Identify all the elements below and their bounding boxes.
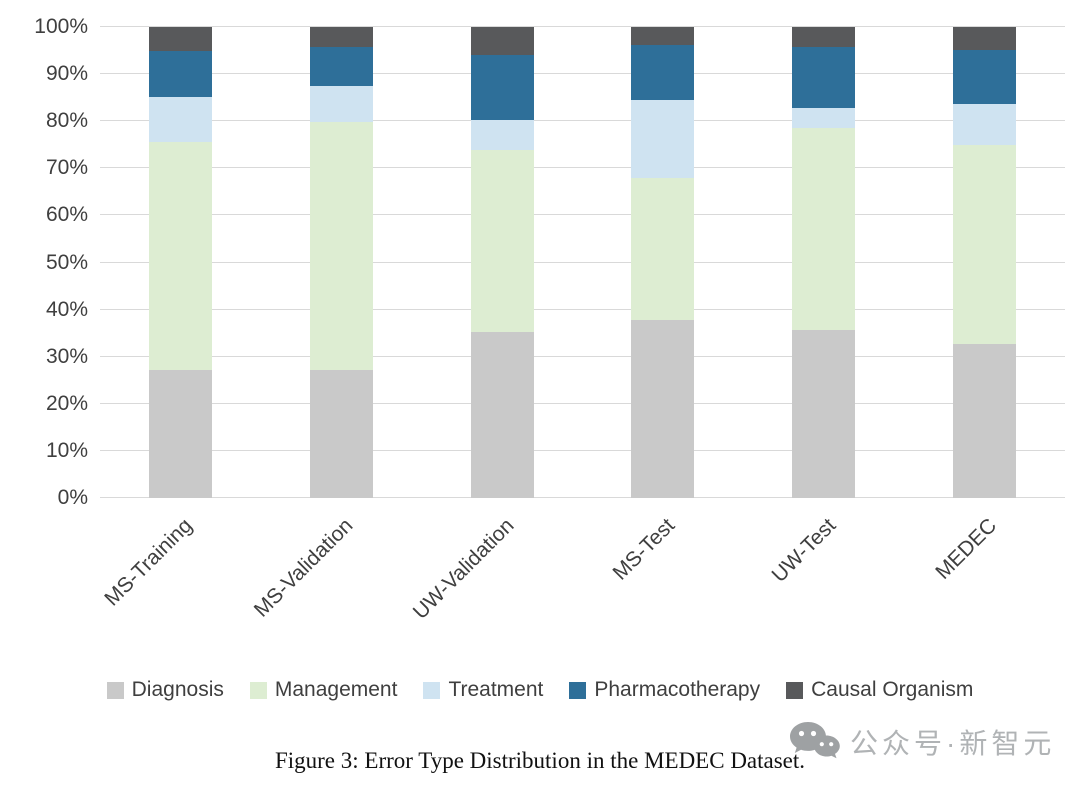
- bar-slot-uw-test: [743, 27, 904, 498]
- legend-item-pharmacotherapy: Pharmacotherapy: [569, 678, 760, 702]
- gridline-70%: [100, 167, 1065, 169]
- y-tick-label-30%: 30%: [45, 344, 88, 368]
- bar-segment-uw-test-causal-organism: [792, 27, 856, 48]
- bar-segment-uw-test-diagnosis: [792, 329, 856, 498]
- bar-segment-uw-validation-management: [470, 150, 534, 333]
- legend-item-diagnosis: Diagnosis: [106, 678, 224, 702]
- legend-swatch-causal-organism: [786, 681, 804, 699]
- legend-label-diagnosis: Diagnosis: [131, 678, 224, 701]
- stacked-bar-uw-validation: [470, 27, 534, 498]
- bar-slot-uw-validation: [422, 27, 583, 498]
- bar-segment-uw-test-treatment: [792, 107, 856, 128]
- bar-segment-ms-test-management: [631, 177, 695, 321]
- x-label-uw-validation: UW-Validation: [408, 514, 519, 624]
- gridline-10%: [100, 449, 1065, 451]
- bar-segment-ms-training-treatment: [148, 96, 212, 143]
- y-tick-label-70%: 70%: [45, 156, 88, 180]
- bar-segment-ms-test-treatment: [631, 100, 695, 178]
- x-label-medec: MEDEC: [930, 514, 1001, 584]
- watermark-text: 公众号·新智元: [850, 728, 1056, 759]
- bar-segment-uw-validation-causal-organism: [470, 27, 534, 56]
- x-label-uw-test: UW-Test: [767, 514, 841, 587]
- bar-segment-medec-diagnosis: [953, 343, 1017, 498]
- legend-label-treatment: Treatment: [448, 678, 544, 701]
- bar-segment-ms-validation-treatment: [309, 85, 373, 123]
- bar-slot-ms-validation: [261, 27, 422, 498]
- stacked-bar-medec: [953, 27, 1017, 498]
- bar-segment-ms-test-causal-organism: [631, 27, 695, 45]
- bar-segment-ms-training-causal-organism: [148, 27, 212, 51]
- bar-segment-uw-validation-pharmacotherapy: [470, 55, 534, 121]
- stacked-bars: [100, 27, 1065, 498]
- y-tick-label-40%: 40%: [45, 297, 88, 321]
- figure-caption: Figure 3: Error Type Distribution in the…: [274, 748, 806, 773]
- y-tick-label-60%: 60%: [45, 203, 88, 227]
- legend-label-pharmacotherapy: Pharmacotherapy: [594, 678, 761, 701]
- bar-segment-uw-test-pharmacotherapy: [792, 47, 856, 108]
- legend-item-management: Management: [249, 678, 398, 702]
- bar-segment-medec-causal-organism: [953, 27, 1017, 50]
- stacked-bar-uw-test: [792, 27, 856, 498]
- y-tick-label-90%: 90%: [45, 62, 88, 86]
- y-tick-label-50%: 50%: [45, 250, 88, 274]
- bar-segment-uw-validation-treatment: [470, 120, 534, 151]
- bar-segment-medec-treatment: [953, 103, 1017, 146]
- bar-segment-ms-validation-diagnosis: [309, 369, 373, 498]
- bar-segment-medec-management: [953, 145, 1017, 344]
- gridline-90%: [100, 73, 1065, 75]
- gridline-0%: [100, 497, 1065, 498]
- stacked-bar-ms-test: [631, 27, 695, 498]
- bar-segment-ms-training-management: [148, 142, 212, 370]
- gridline-50%: [100, 261, 1065, 263]
- bar-segment-uw-validation-diagnosis: [470, 332, 534, 498]
- bar-slot-ms-test: [582, 27, 743, 498]
- gridline-20%: [100, 402, 1065, 404]
- y-tick-label-80%: 80%: [45, 109, 88, 133]
- legend-label-causal-organism: Causal Organism: [811, 678, 974, 701]
- gridline-100%: [100, 26, 1065, 27]
- legend-item-causal-organism: Causal Organism: [786, 678, 973, 702]
- y-tick-label-20%: 20%: [45, 391, 88, 415]
- bar-segment-ms-training-pharmacotherapy: [148, 50, 212, 97]
- gridline-30%: [100, 355, 1065, 357]
- legend-item-treatment: Treatment: [423, 678, 543, 702]
- gridline-80%: [100, 120, 1065, 122]
- legend-swatch-treatment: [423, 681, 441, 699]
- gridline-60%: [100, 214, 1065, 216]
- bar-segment-ms-validation-management: [309, 122, 373, 370]
- chart-legend: Diagnosis Management Treatment Pharmacother…: [0, 678, 1080, 702]
- bar-slot-ms-training: [100, 27, 261, 498]
- legend-swatch-diagnosis: [106, 681, 124, 699]
- bar-segment-ms-test-pharmacotherapy: [631, 44, 695, 101]
- x-label-ms-validation: MS-Validation: [249, 514, 358, 622]
- plot-area: 0% 10% 20% 30% 40% 50% 60% 70% 80% 90% 100%: [34, 16, 1065, 509]
- gridline-40%: [100, 308, 1065, 310]
- x-label-ms-test: MS-Test: [608, 514, 680, 585]
- legend-swatch-management: [249, 681, 267, 699]
- y-tick-label-0%: 0%: [57, 486, 88, 509]
- bar-segment-ms-validation-pharmacotherapy: [309, 46, 373, 86]
- bar-segment-ms-training-diagnosis: [148, 369, 212, 498]
- bar-segment-uw-test-management: [792, 127, 856, 330]
- y-tick-label-100%: 100%: [34, 15, 88, 38]
- y-tick-label-10%: 10%: [45, 438, 88, 462]
- legend-swatch-pharmacotherapy: [569, 681, 587, 699]
- bar-segment-medec-pharmacotherapy: [953, 49, 1017, 104]
- legend-label-management: Management: [274, 678, 398, 701]
- x-label-ms-training: MS-Training: [100, 514, 197, 611]
- bar-segment-ms-validation-causal-organism: [309, 27, 373, 47]
- watermark: 公众号·新智元: [788, 720, 1055, 764]
- stacked-bar-ms-training: [148, 27, 212, 498]
- bar-slot-medec: [904, 27, 1065, 498]
- stacked-bar-ms-validation: [309, 27, 373, 498]
- x-axis-category-labels: MS-Training MS-Validation UW-Validation MS-…: [100, 514, 1065, 664]
- bar-segment-ms-test-diagnosis: [631, 320, 695, 498]
- wechat-icon: [790, 722, 840, 759]
